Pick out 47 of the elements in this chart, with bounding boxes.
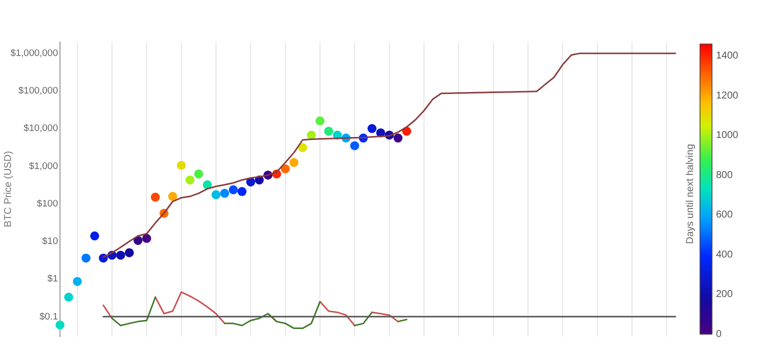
point <box>368 124 376 134</box>
point <box>56 320 64 330</box>
color-bar-label: 200 <box>716 289 734 300</box>
point <box>246 177 256 186</box>
color-bar-label: 0 <box>716 328 722 340</box>
point <box>350 141 360 150</box>
point <box>72 276 82 286</box>
y-tick-label: $100,000 <box>18 86 58 97</box>
y-tick-label: $100 <box>36 198 58 210</box>
point <box>150 192 160 202</box>
point <box>124 248 134 258</box>
point <box>212 190 220 200</box>
point <box>142 234 152 243</box>
point <box>280 164 290 174</box>
point <box>116 250 126 260</box>
point <box>290 158 298 168</box>
y-tick-label: $1,000 <box>28 160 58 172</box>
point <box>64 292 74 302</box>
color-bar-label: 1000 <box>716 130 739 142</box>
point <box>134 236 142 245</box>
y-tick-label: $0.1 <box>40 311 58 322</box>
point <box>306 130 316 140</box>
y-tick-label: $10 <box>42 236 58 248</box>
point <box>298 143 308 152</box>
y-tick-label: $10,000 <box>24 123 58 134</box>
point <box>168 192 178 201</box>
point <box>82 254 90 263</box>
point <box>228 185 238 194</box>
color-bar-label: 1400 <box>716 50 739 62</box>
point <box>202 180 212 190</box>
y-tick-label: $1 <box>47 274 58 285</box>
point <box>394 134 402 143</box>
color-bar-label: 600 <box>716 210 734 221</box>
y-tick-label: $1,000,000 <box>10 48 58 59</box>
point <box>176 160 186 170</box>
color-bar-label: 800 <box>716 170 734 181</box>
point <box>90 231 100 240</box>
point <box>194 169 204 178</box>
point <box>238 187 246 196</box>
color-bar-label: 1200 <box>716 90 739 102</box>
point <box>220 188 230 198</box>
point <box>324 126 334 136</box>
color-bar-title: Days until next halving <box>684 144 696 244</box>
point <box>316 116 324 126</box>
color-bar-label: 400 <box>716 249 734 260</box>
y-axis-title: BTC Price (USD) <box>2 151 14 228</box>
point <box>186 175 194 184</box>
